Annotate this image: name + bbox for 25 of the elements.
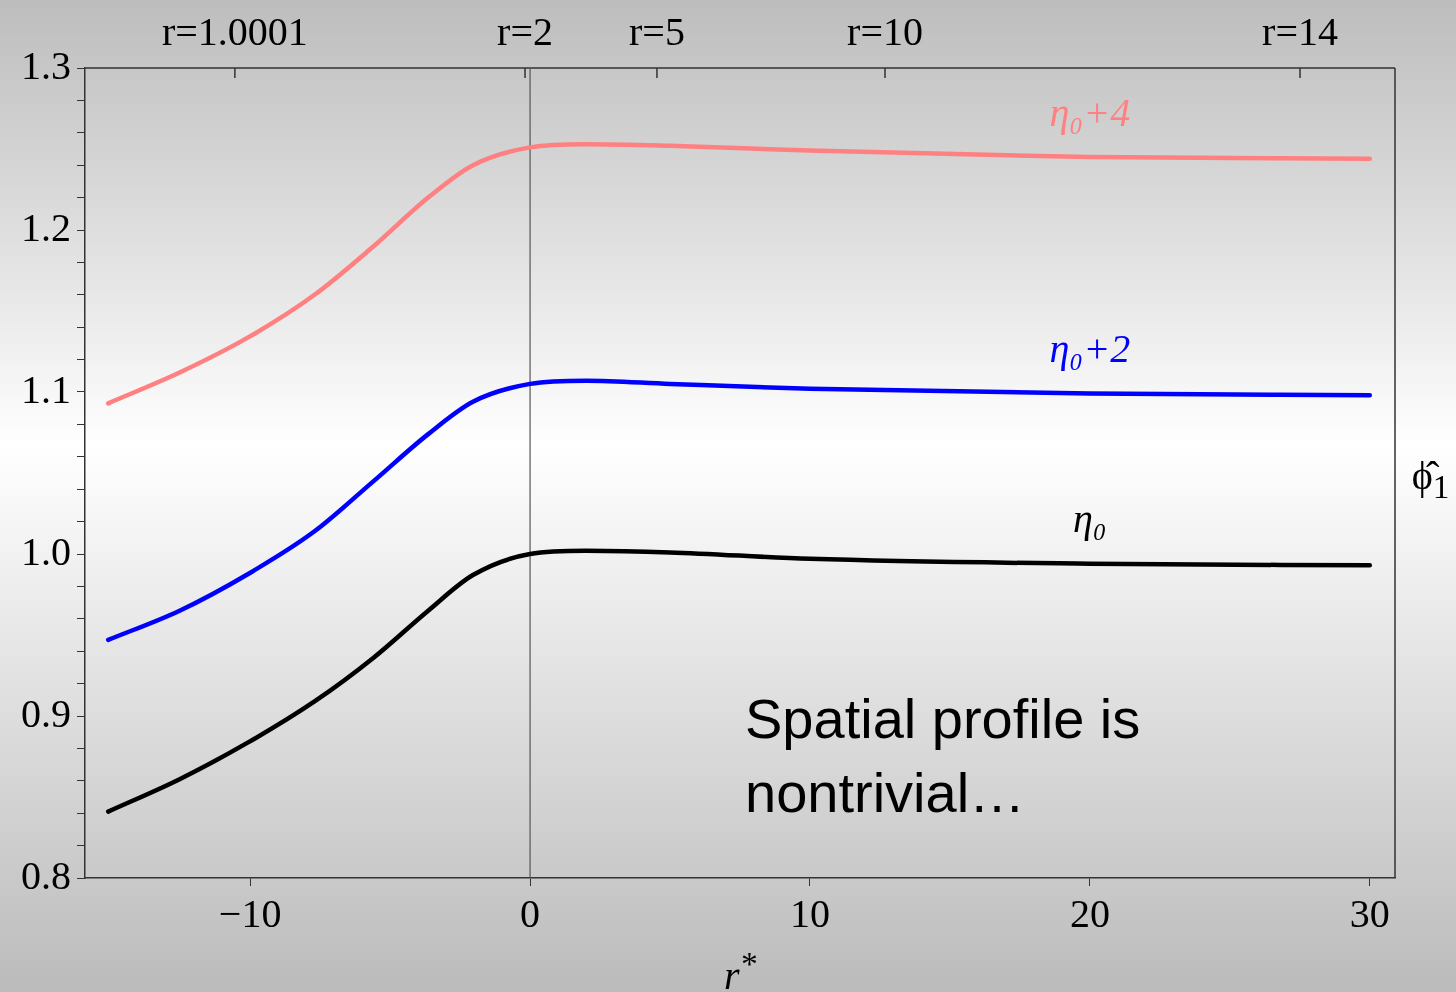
x-tick-label: 20: [1069, 890, 1110, 936]
text: r=2: [497, 8, 553, 54]
line-series: [105, 141, 1373, 406]
x-axis-title: r$^{*}$: [722, 945, 758, 992]
series-label: η₀+2: [1049, 326, 1131, 372]
series-label: η₀+4: [1049, 89, 1131, 135]
annotation: Spatial profile is nontrivial…: [745, 686, 1142, 826]
line-series: [105, 378, 1373, 643]
text: r=1.0001: [161, 8, 308, 54]
x-tick-label: 10: [789, 890, 830, 936]
x-tick-label: 0: [520, 890, 541, 936]
x-tick-label: −10: [218, 890, 282, 936]
line-series: [105, 548, 1373, 814]
y-tick-label: 1.0: [21, 528, 71, 574]
y-axis-title: ϕ̂$_{1}$: [1410, 452, 1451, 506]
text: r=14: [1262, 8, 1338, 54]
series-label: η₀: [1073, 496, 1107, 542]
y-tick-label: 0.8: [21, 852, 71, 898]
y-tick-label: 1.2: [21, 204, 71, 250]
text: r=5: [629, 8, 685, 54]
y-tick-label: 1.3: [21, 42, 71, 88]
y-tick-label: 1.1: [21, 366, 71, 412]
y-tick-label: 0.9: [21, 690, 71, 736]
x-tick-label: 30: [1349, 890, 1390, 936]
text: r=10: [847, 8, 923, 54]
